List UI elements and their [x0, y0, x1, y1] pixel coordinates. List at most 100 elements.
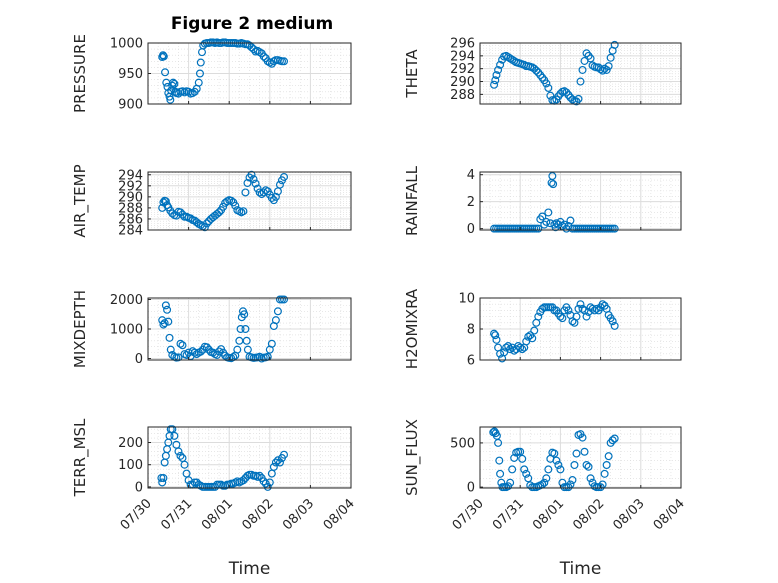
data-point	[243, 179, 252, 188]
plot-area	[480, 172, 681, 230]
y-axis-label: H2OMIXRA	[403, 288, 421, 369]
data-point	[552, 456, 561, 465]
data-point	[273, 307, 282, 316]
y-tick-label: 284	[118, 224, 143, 239]
data-point	[158, 478, 167, 487]
data-point	[598, 300, 607, 309]
data-point	[606, 53, 615, 62]
data-point	[540, 478, 549, 487]
data-point	[542, 474, 551, 483]
data-point	[506, 478, 515, 487]
data-point	[194, 78, 203, 87]
data-point	[239, 207, 248, 216]
data-point	[610, 434, 619, 443]
data-point	[570, 461, 579, 470]
data-point	[490, 80, 499, 89]
data-point	[200, 223, 209, 232]
data-point	[580, 447, 589, 456]
data-point	[542, 79, 551, 88]
data-point	[259, 52, 268, 61]
data-point	[496, 349, 505, 358]
subplot-1: 900 950 1000 PRESSURE	[71, 34, 352, 113]
data-point	[275, 180, 284, 189]
data-point	[500, 348, 509, 357]
data-point	[602, 461, 611, 470]
x-tick-label: 08/02	[240, 496, 277, 533]
data-point	[596, 65, 605, 74]
data-point	[544, 465, 553, 474]
data-point	[280, 57, 289, 66]
y-tick-label: 2000	[110, 293, 143, 308]
y-tick-label: 6	[467, 354, 475, 369]
data-point	[546, 219, 555, 228]
data-point	[534, 312, 543, 321]
data-point	[182, 350, 191, 359]
data-point	[590, 306, 599, 315]
data-point	[163, 305, 172, 314]
data-point	[190, 348, 199, 357]
subplot-4: 0 2 4 RAINFALL	[403, 165, 682, 237]
data-point	[502, 51, 511, 60]
data-point	[550, 449, 559, 458]
data-point	[496, 469, 505, 478]
data-point	[271, 458, 280, 467]
axes-box	[479, 171, 682, 231]
data-point	[170, 79, 179, 88]
x-tick-label: 08/03	[611, 496, 648, 533]
data-point	[496, 60, 505, 69]
data-point	[174, 353, 183, 362]
data-point	[215, 208, 224, 217]
data-point	[566, 216, 575, 225]
data-point	[159, 474, 168, 483]
y-tick-label: 294	[118, 168, 143, 183]
figure-title: Figure 2 medium	[171, 14, 333, 34]
y-tick-label: 294	[450, 49, 475, 64]
data-point	[178, 210, 187, 219]
data-point	[251, 179, 260, 188]
data-point	[192, 350, 201, 359]
y-tick-label: 1000	[110, 37, 143, 52]
data-point	[608, 436, 617, 445]
y-tick-label: 292	[118, 179, 143, 194]
y-axis-label: MIXDEPTH	[71, 290, 89, 368]
data-point	[219, 202, 228, 211]
axes-box	[479, 42, 682, 105]
data-point	[556, 217, 565, 226]
data-point	[578, 65, 587, 74]
data-point	[492, 71, 501, 80]
data-point	[490, 427, 499, 436]
data-point	[506, 54, 515, 63]
y-tick-label: 292	[450, 62, 475, 77]
y-axis-label: THETA	[403, 49, 421, 99]
data-point	[160, 319, 169, 328]
data-point	[556, 312, 565, 321]
x-tick-label: 07/31	[158, 496, 195, 533]
data-point	[538, 212, 547, 221]
data-point	[184, 87, 193, 96]
y-tick-label: 290	[450, 75, 475, 90]
data-point	[522, 337, 531, 346]
data-point	[576, 300, 585, 309]
data-point	[576, 77, 585, 86]
y-axis-label: AIR_TEMP	[71, 164, 90, 237]
data-point	[554, 461, 563, 470]
data-point	[560, 220, 569, 229]
data-point	[558, 314, 567, 323]
subplot-7: 0 100 200 07/30 07/31 08/01 08/02 08/03 08/04 TER…	[71, 418, 358, 579]
data-point	[492, 335, 501, 344]
data-point	[558, 478, 567, 487]
data-point	[502, 343, 511, 352]
y-axis-label: RAINFALL	[403, 165, 421, 236]
data-point	[186, 214, 195, 223]
x-tick-label: 08/04	[321, 496, 358, 533]
y-tick-label: 100	[118, 458, 143, 473]
data-point	[572, 449, 581, 458]
data-point	[586, 474, 595, 483]
y-tick-label: 500	[450, 436, 475, 451]
data-point	[598, 66, 607, 75]
data-point	[180, 460, 189, 469]
data-point	[161, 68, 170, 77]
data-point	[556, 465, 565, 474]
data-point	[568, 476, 577, 485]
